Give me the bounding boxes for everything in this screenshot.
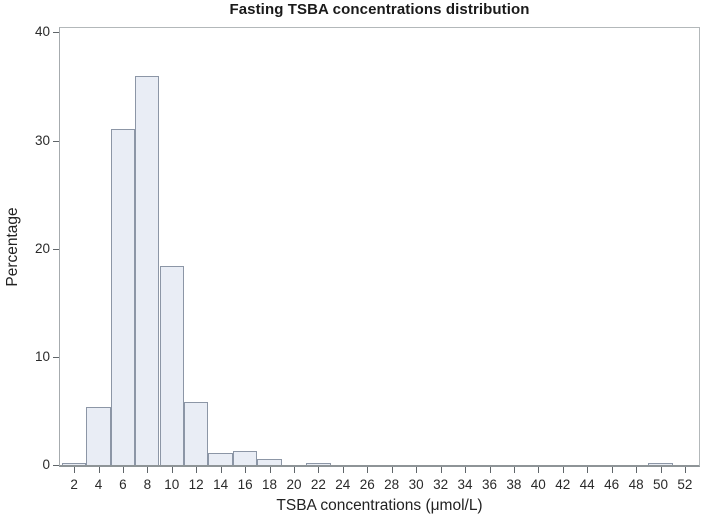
histogram-bar xyxy=(61,462,87,465)
y-axis-tick xyxy=(53,140,59,142)
x-axis-tick-label: 10 xyxy=(164,477,180,492)
x-axis-tick-label: 2 xyxy=(70,477,78,492)
x-axis-tick xyxy=(513,467,515,473)
x-axis-tick xyxy=(562,467,564,473)
x-axis-tick xyxy=(98,467,100,473)
y-axis-tick xyxy=(53,356,59,358)
x-axis-tick-label: 8 xyxy=(143,477,152,492)
x-axis-tick-label: 28 xyxy=(384,477,400,492)
x-axis-tick xyxy=(269,467,271,473)
y-axis-tick xyxy=(53,465,59,466)
y-axis-tick xyxy=(53,248,59,250)
y-axis-tick-label: 20 xyxy=(34,240,50,256)
x-axis-tick-label: 48 xyxy=(628,477,644,492)
y-axis-tick xyxy=(53,32,59,34)
x-axis-tick xyxy=(391,467,393,473)
x-axis-tick-label: 4 xyxy=(94,477,103,492)
x-axis-tick-label: 50 xyxy=(652,477,669,492)
x-axis-tick-label: 6 xyxy=(119,477,127,492)
x-axis-title: TSBA concentrations (μmol/L) xyxy=(276,497,483,514)
histogram-bar xyxy=(110,128,136,465)
x-axis-tick xyxy=(465,467,466,473)
x-axis-tick-label: 12 xyxy=(188,477,204,492)
x-axis-tick xyxy=(684,467,686,473)
x-axis-tick xyxy=(538,467,540,473)
x-axis-tick xyxy=(122,467,124,473)
histogram-bar xyxy=(159,266,184,465)
y-axis-tick-label: 30 xyxy=(34,132,50,148)
x-axis-tick-label: 46 xyxy=(604,477,620,492)
x-axis-tick-label: 24 xyxy=(335,477,351,492)
x-axis-tick-label: 16 xyxy=(237,477,253,492)
plot-area xyxy=(59,27,700,467)
x-axis-tick-label: 14 xyxy=(213,477,229,492)
histogram-bar xyxy=(306,462,331,465)
x-axis-tick-label: 30 xyxy=(408,477,424,492)
histogram-bar xyxy=(257,458,282,465)
histogram-bar xyxy=(232,450,258,465)
y-axis-tick-label: 40 xyxy=(34,24,50,40)
histogram-bar xyxy=(648,462,673,465)
x-axis-tick-label: 40 xyxy=(530,477,546,492)
x-axis-tick-label: 22 xyxy=(310,477,326,492)
x-axis-tick xyxy=(294,467,295,473)
x-axis-tick xyxy=(367,467,369,473)
histogram-bar xyxy=(184,402,209,465)
x-axis-tick-label: 42 xyxy=(555,477,571,492)
x-axis-tick-label: 36 xyxy=(481,477,498,492)
x-axis-tick xyxy=(660,467,662,473)
x-axis-tick xyxy=(318,467,320,473)
x-axis-tick xyxy=(196,467,198,473)
x-axis-tick xyxy=(342,467,344,473)
x-axis-tick xyxy=(147,467,149,473)
x-axis-tick xyxy=(416,467,418,473)
y-axis-tick-label: 0 xyxy=(42,457,50,473)
x-axis-tick xyxy=(220,467,222,473)
x-axis-tick-label: 20 xyxy=(286,477,302,492)
x-axis-tick xyxy=(440,467,442,473)
x-axis-tick-label: 38 xyxy=(506,477,522,492)
x-axis-tick xyxy=(171,467,173,473)
chart-title: Fasting TSBA concentrations distribution xyxy=(229,1,530,18)
histogram-bar xyxy=(135,75,160,465)
histogram-bar xyxy=(208,453,233,465)
x-axis-tick xyxy=(489,467,491,473)
x-axis-tick-label: 44 xyxy=(579,477,595,492)
x-axis-tick-label: 34 xyxy=(457,477,473,492)
x-axis-tick xyxy=(245,467,247,473)
x-axis-tick-label: 52 xyxy=(677,477,693,492)
x-axis-tick xyxy=(74,467,76,473)
x-axis-tick xyxy=(587,467,589,473)
x-axis-tick-label: 26 xyxy=(359,477,375,492)
x-axis-tick-label: 18 xyxy=(261,477,278,492)
x-axis-tick-label: 32 xyxy=(433,477,449,492)
histogram-bar xyxy=(86,406,111,465)
x-axis-tick xyxy=(611,467,613,473)
y-axis-tick-label: 10 xyxy=(34,348,50,364)
x-axis-tick xyxy=(636,467,638,473)
